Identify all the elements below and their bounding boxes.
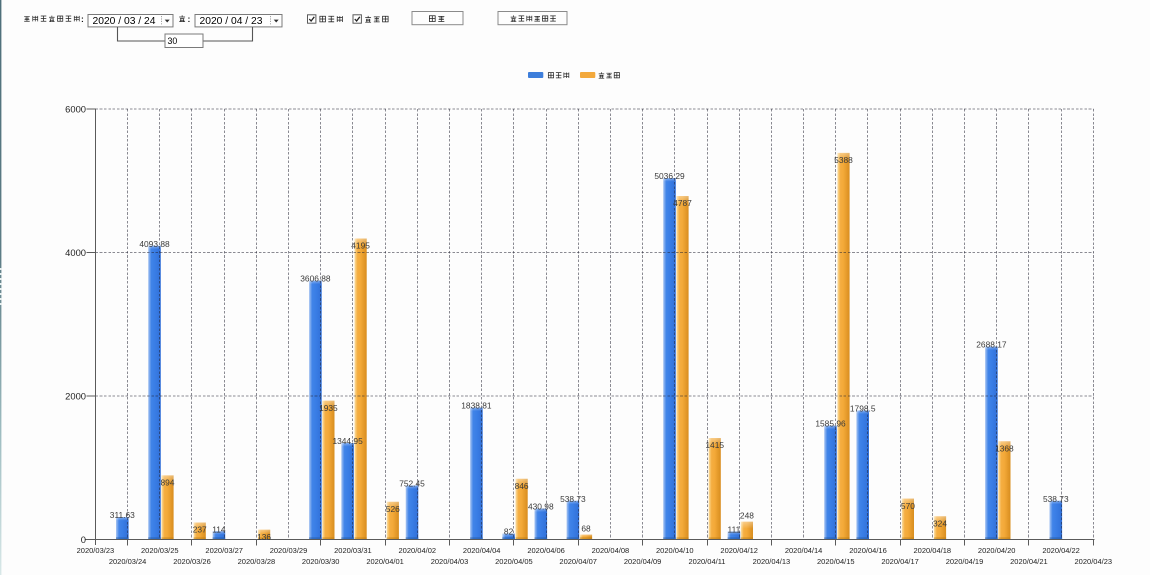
svg-text:2020/04/07: 2020/04/07: [559, 557, 597, 566]
svg-text:2020/04/22: 2020/04/22: [1042, 546, 1080, 555]
svg-text:311.63: 311.63: [110, 510, 135, 520]
svg-text:111: 111: [728, 525, 741, 535]
svg-text:2020/03/23: 2020/03/23: [77, 546, 115, 555]
svg-text:1798.5: 1798.5: [850, 404, 876, 414]
svg-text:2020/04/06: 2020/04/06: [527, 546, 565, 555]
svg-text:324: 324: [933, 519, 947, 529]
svg-text:4093.88: 4093.88: [139, 239, 170, 249]
svg-text:430.98: 430.98: [528, 502, 554, 512]
svg-text:538.73: 538.73: [1043, 494, 1069, 504]
svg-text:846: 846: [515, 481, 529, 491]
svg-text:68: 68: [581, 524, 591, 534]
svg-text:2688.17: 2688.17: [976, 340, 1007, 350]
svg-text:538.73: 538.73: [560, 494, 586, 504]
svg-text:2020/04/13: 2020/04/13: [753, 557, 791, 566]
svg-text:2020 / 03 / 24: 2020 / 03 / 24: [93, 16, 156, 27]
svg-text:526: 526: [386, 504, 400, 514]
svg-text:5036.29: 5036.29: [654, 171, 685, 181]
svg-text:2020/04/15: 2020/04/15: [817, 557, 855, 566]
svg-text:2020/04/16: 2020/04/16: [849, 546, 887, 555]
svg-text:2020/04/20: 2020/04/20: [978, 546, 1016, 555]
svg-text:30: 30: [168, 36, 178, 46]
svg-text:2020/04/04: 2020/04/04: [463, 546, 501, 555]
svg-text:2020/04/21: 2020/04/21: [1010, 557, 1048, 566]
svg-text:237: 237: [193, 525, 207, 535]
svg-text:1935: 1935: [319, 403, 338, 413]
svg-text:2020/03/27: 2020/03/27: [205, 546, 243, 555]
svg-text:2020/04/02: 2020/04/02: [399, 546, 437, 555]
svg-text:2020/04/10: 2020/04/10: [656, 546, 694, 555]
svg-text:2020/04/03: 2020/04/03: [431, 557, 469, 566]
svg-text:2020/03/28: 2020/03/28: [238, 557, 276, 566]
svg-text:2020/04/12: 2020/04/12: [720, 546, 758, 555]
svg-text:2020/04/09: 2020/04/09: [624, 557, 662, 566]
svg-text:2020 / 04 / 23: 2020 / 04 / 23: [200, 16, 263, 27]
svg-text:1838.81: 1838.81: [461, 401, 492, 411]
svg-text:570: 570: [901, 501, 915, 511]
svg-text:2020/03/24: 2020/03/24: [109, 557, 147, 566]
svg-text:136: 136: [257, 532, 271, 542]
svg-text:2020/04/08: 2020/04/08: [592, 546, 630, 555]
svg-text:3606.88: 3606.88: [300, 274, 331, 284]
svg-text:2020/04/11: 2020/04/11: [689, 557, 726, 566]
svg-text:752.45: 752.45: [399, 479, 425, 489]
svg-text:2020/03/29: 2020/03/29: [270, 546, 308, 555]
svg-text:2020/04/19: 2020/04/19: [946, 557, 984, 566]
svg-text::: :: [81, 14, 84, 24]
svg-text:2020/03/31: 2020/03/31: [334, 546, 372, 555]
svg-text:2020/03/25: 2020/03/25: [141, 546, 179, 555]
svg-text:4787: 4787: [673, 198, 692, 208]
svg-text:6000: 6000: [65, 103, 86, 114]
svg-text:114: 114: [212, 524, 226, 534]
svg-text:2020/04/05: 2020/04/05: [495, 557, 533, 566]
svg-text:2000: 2000: [65, 390, 86, 401]
svg-text:0: 0: [81, 534, 86, 545]
svg-text:2020/04/18: 2020/04/18: [914, 546, 952, 555]
svg-text::: :: [188, 14, 191, 24]
svg-text:2020/04/17: 2020/04/17: [881, 557, 919, 566]
svg-text:5388: 5388: [834, 155, 853, 165]
svg-text:2020/04/01: 2020/04/01: [366, 557, 404, 566]
svg-text:2020/03/30: 2020/03/30: [302, 557, 340, 566]
svg-text:894: 894: [161, 478, 175, 488]
svg-text:1415: 1415: [705, 440, 724, 450]
svg-text:82: 82: [504, 527, 514, 537]
svg-text:248: 248: [740, 511, 754, 521]
svg-text:1368: 1368: [995, 444, 1014, 454]
svg-text:1585.96: 1585.96: [815, 419, 846, 429]
svg-text:2020/04/23: 2020/04/23: [1075, 557, 1113, 566]
svg-text:2020/03/26: 2020/03/26: [173, 557, 211, 566]
svg-text:2020/04/14: 2020/04/14: [785, 546, 823, 555]
svg-text:1344.95: 1344.95: [332, 436, 363, 446]
svg-text:4195: 4195: [351, 241, 370, 251]
svg-text:4000: 4000: [65, 247, 86, 258]
